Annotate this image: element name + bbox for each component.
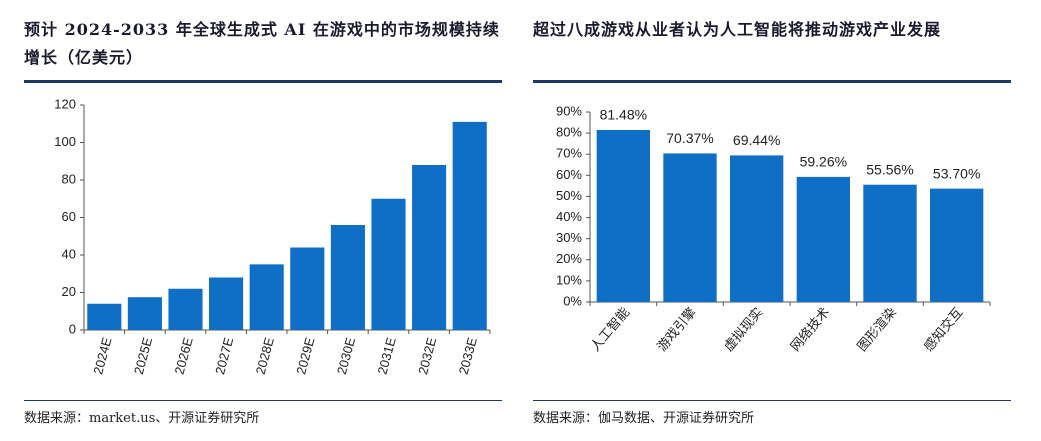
x-tick-label: 虚拟现实 [721,304,766,353]
value-label: 53.70% [933,165,980,181]
chart-title: 超过八成游戏从业者认为人工智能将推动游戏产业发展 [533,16,1011,83]
x-tick-label: 感知交互 [921,304,966,353]
x-tick-label: 游戏引擎 [654,304,699,353]
y-tick-label: 100 [54,134,76,149]
x-tick-label: 2029E [293,335,317,376]
bar [930,188,984,302]
x-tick-label: 2026E [171,335,195,376]
bar [209,277,244,330]
y-tick-label: 0% [563,293,582,308]
x-tick-label: 2025E [131,335,155,376]
bar [249,264,284,330]
y-tick-label: 50% [556,188,582,203]
y-tick-label: 90% [556,103,582,118]
bar [87,303,122,330]
bar [330,225,365,330]
y-tick-label: 80% [556,125,582,140]
bar [796,176,850,302]
y-tick-label: 20 [62,284,76,299]
x-tick-label: 2030E [334,335,358,376]
value-label: 59.26% [800,154,847,170]
x-tick-label: 2033E [456,335,480,376]
chart-title: 预计 2024-2033 年全球生成式 AI 在游戏中的市场规模持续增长（亿美元… [24,16,502,83]
bar [863,184,917,302]
y-tick-label: 60% [556,167,582,182]
y-tick-label: 40 [62,246,76,261]
x-tick-label: 2027E [212,335,236,376]
bar [127,297,162,330]
source-note: 数据来源：market.us、开源证券研究所 [24,400,502,426]
x-tick-label: 2032E [415,335,439,376]
y-tick-label: 10% [556,272,582,287]
y-tick-label: 70% [556,146,582,161]
bar [371,198,406,330]
y-tick-label: 80 [62,171,76,186]
value-label: 55.56% [866,161,913,177]
y-tick-label: 40% [556,209,582,224]
bar [452,121,487,330]
bar [596,129,650,302]
source-note: 数据来源：伽马数据、开源证券研究所 [533,400,1011,426]
bar [412,165,447,330]
bar [730,155,784,302]
x-tick-label: 图形渲染 [854,304,899,353]
bar [663,153,717,302]
bar [290,247,325,330]
x-tick-label: 网络技术 [787,304,832,353]
x-tick-label: 2031E [374,335,398,376]
x-tick-label: 2024E [90,335,114,376]
y-tick-label: 30% [556,230,582,245]
x-tick-label: 2028E [253,335,277,376]
y-tick-label: 20% [556,251,582,266]
y-tick-label: 60 [62,209,76,224]
y-tick-label: 0 [69,321,76,336]
value-label: 69.44% [733,132,780,148]
value-label: 70.37% [666,130,713,146]
x-tick-label: 人工智能 [587,304,632,353]
bar [168,288,203,330]
y-tick-label: 120 [54,96,76,111]
value-label: 81.48% [600,107,647,123]
